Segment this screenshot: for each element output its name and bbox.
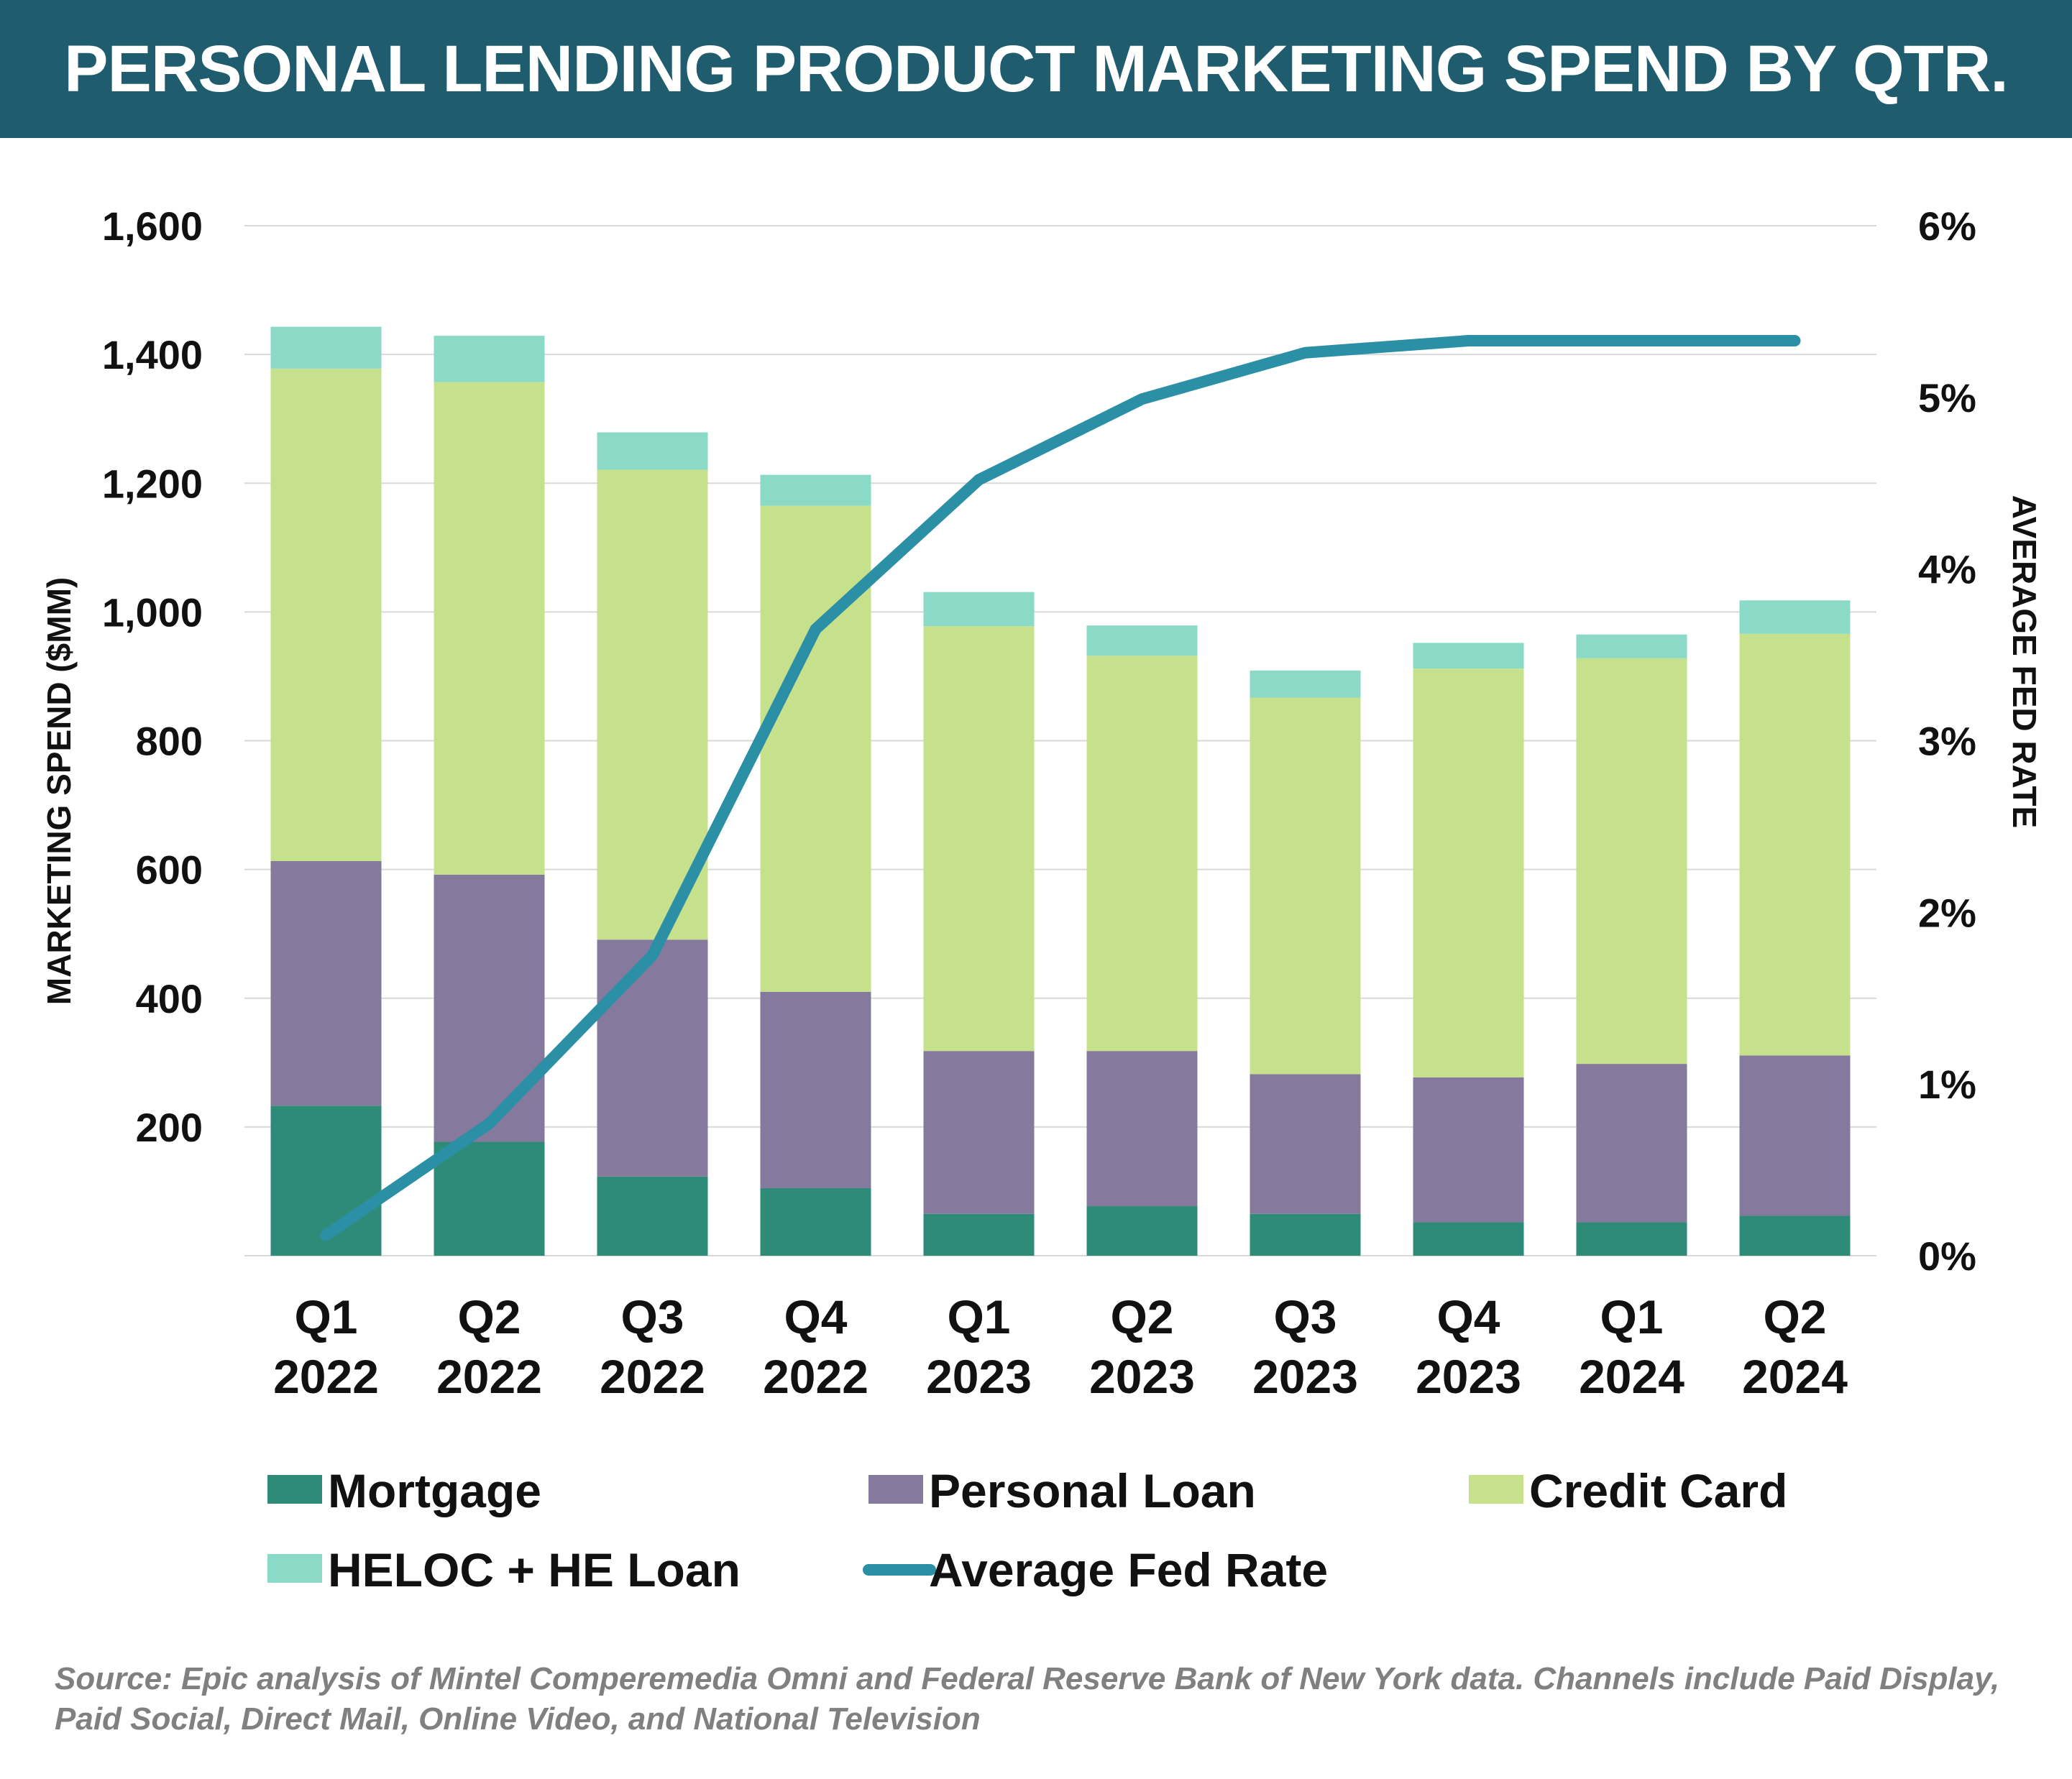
chart: 200 400 600 800 1,000 1,200 1,400 1,600 0% 1% 2% 3%… — [40, 203, 2043, 1596]
y-tick-label: 400 — [136, 976, 203, 1021]
chart-title: PERSONAL LENDING PRODUCT MARKETING SPEND… — [64, 32, 2009, 106]
bar-segment — [434, 336, 545, 382]
legend: Mortgage Personal Loan Credit Card HELOC + … — [267, 1464, 1787, 1596]
bar-segment — [1413, 1077, 1524, 1223]
x-tick-label: 2023 — [1416, 1350, 1521, 1403]
bar-segment — [1739, 1215, 1851, 1256]
bar-segment — [760, 991, 871, 1188]
legend-heloc-swatch — [267, 1554, 322, 1583]
bar-segment — [1250, 697, 1361, 1075]
bar-segment — [923, 626, 1035, 1052]
legend-personal-loan-swatch — [868, 1475, 923, 1504]
bar-segment — [1250, 1074, 1361, 1214]
y2-tick-label: 5% — [1918, 375, 1976, 420]
y-tick-label: 200 — [136, 1105, 203, 1150]
x-tick-label: 2022 — [436, 1350, 542, 1403]
bar-segment — [1576, 658, 1687, 1065]
x-tick-label: Q1 — [1600, 1290, 1663, 1343]
legend-mortgage-swatch — [267, 1475, 322, 1504]
bar-segment — [1086, 1051, 1198, 1207]
legend-personal-loan-label: Personal Loan — [929, 1464, 1256, 1517]
bar-segment — [1739, 1055, 1851, 1216]
y2-tick-label: 6% — [1918, 203, 1976, 249]
x-tick-label: 2022 — [763, 1350, 868, 1403]
bar-segment — [597, 432, 708, 470]
bar-segment — [1250, 1213, 1361, 1256]
x-tick-label: Q2 — [457, 1290, 521, 1343]
y-tick-label: 600 — [136, 847, 203, 893]
bar-segment — [760, 505, 871, 992]
bar-segment — [1576, 1064, 1687, 1223]
bar-segment — [1413, 1222, 1524, 1256]
y-tick-label: 800 — [136, 719, 203, 764]
y-tick-label: 1,200 — [102, 461, 203, 506]
bar-segment — [923, 1051, 1035, 1214]
bar-segment — [270, 368, 382, 861]
x-tick-label: 2023 — [1252, 1350, 1358, 1403]
y-axis-title: MARKETING SPEND ($MM) — [40, 577, 78, 1005]
x-tick-label: 2024 — [1579, 1350, 1684, 1403]
x-tick-label: Q3 — [1273, 1290, 1337, 1343]
bar-segment — [1576, 634, 1687, 658]
legend-heloc-label: HELOC + HE Loan — [328, 1543, 741, 1596]
bar-segment — [597, 1176, 708, 1256]
x-tick-label: Q4 — [784, 1290, 847, 1343]
y2-tick-label: 0% — [1918, 1233, 1976, 1279]
legend-fed-rate-label: Average Fed Rate — [929, 1543, 1328, 1596]
legend-credit-card-label: Credit Card — [1529, 1464, 1787, 1517]
x-tick-label: Q2 — [1110, 1290, 1173, 1343]
y2-tick-label: 1% — [1918, 1062, 1976, 1107]
bar-segment — [1739, 600, 1851, 634]
bar-segment — [923, 592, 1035, 627]
x-tick-label: Q4 — [1436, 1290, 1500, 1343]
y-tick-label: 1,600 — [102, 203, 203, 249]
axes: 200 400 600 800 1,000 1,200 1,400 1,600 0% 1% 2% 3%… — [40, 203, 2043, 1403]
x-tick-label: 2023 — [926, 1350, 1032, 1403]
x-tick-label: 2022 — [600, 1350, 705, 1403]
title-bar: PERSONAL LENDING PRODUCT MARKETING SPEND… — [0, 0, 2072, 138]
y2-axis-title: AVERAGE FED RATE — [2006, 495, 2043, 828]
bar-segment — [760, 474, 871, 506]
bar-segment — [597, 469, 708, 940]
bar-segment — [434, 874, 545, 1142]
y2-tick-label: 2% — [1918, 890, 1976, 935]
x-tick-label: Q1 — [947, 1290, 1010, 1343]
bar-segment — [1739, 633, 1851, 1056]
fed-rate-line-group — [320, 335, 1801, 1241]
bar-segment — [1250, 670, 1361, 698]
bar-segment — [1086, 625, 1198, 656]
bar-segment — [270, 326, 382, 369]
fed-rate-line — [320, 335, 1801, 1241]
bar-segment — [434, 1141, 545, 1256]
x-tick-label: Q2 — [1763, 1290, 1826, 1343]
bar-segment — [1086, 1206, 1198, 1256]
bar-segment — [1413, 668, 1524, 1077]
y2-tick-label: 4% — [1918, 547, 1976, 592]
y2-tick-label: 3% — [1918, 719, 1976, 764]
y-tick-label: 1,400 — [102, 332, 203, 377]
bar-segment — [1413, 643, 1524, 669]
x-tick-label: 2022 — [273, 1350, 379, 1403]
bar-segment — [434, 382, 545, 875]
bar-segment — [1576, 1222, 1687, 1256]
x-tick-label: 2024 — [1742, 1350, 1848, 1403]
bar-segment — [270, 860, 382, 1106]
source-note: Source: Epic analysis of Mintel Comperem… — [55, 1661, 2000, 1737]
bar-segment — [923, 1213, 1035, 1256]
bar-segment — [760, 1187, 871, 1256]
x-tick-label: 2023 — [1089, 1350, 1195, 1403]
bars — [270, 326, 1851, 1256]
legend-credit-card-swatch — [1469, 1475, 1523, 1504]
x-tick-label: Q1 — [294, 1290, 357, 1343]
x-tick-label: Q3 — [620, 1290, 684, 1343]
y-tick-label: 1,000 — [102, 589, 203, 635]
bar-segment — [1086, 656, 1198, 1052]
bar-segment — [597, 939, 708, 1177]
legend-mortgage-label: Mortgage — [328, 1464, 541, 1517]
